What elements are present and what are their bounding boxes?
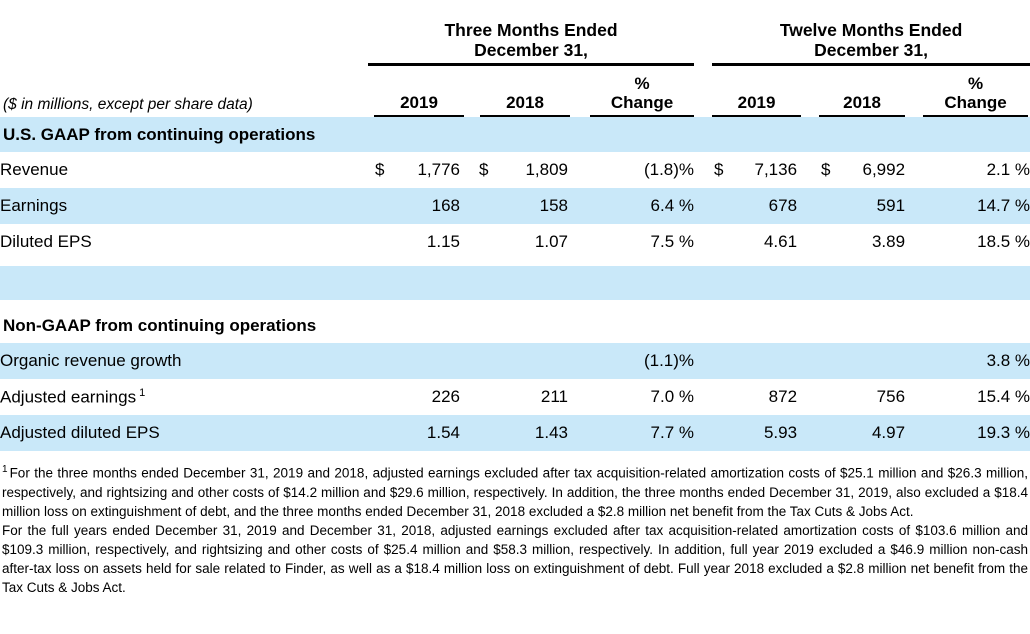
group-header-three-months-cell: Three Months Ended December 31, (360, 0, 695, 66)
col-header-12m-2019: 2019 (712, 93, 802, 117)
dollar-sign: $ (714, 160, 724, 180)
dollar-sign: $ (479, 160, 489, 180)
organic-growth-12m-pct-change: 3.8 % (909, 343, 1030, 379)
organic-growth-3m-2018 (464, 343, 572, 379)
pct-symbol: % (967, 73, 984, 93)
earnings-label: Earnings (0, 188, 360, 224)
table-row-earnings: Earnings 168 158 6.4 % 678 591 14.7 % (0, 188, 1030, 224)
change-label: Change (610, 93, 674, 113)
adjusted-diluted-eps-3m-pct-change: 7.7 % (572, 415, 695, 451)
gaap-section-title: U.S. GAAP from continuing operations (0, 117, 1030, 152)
spacer-row (0, 300, 1030, 309)
revenue-12m-pct-change: 2.1 % (986, 160, 1030, 180)
diluted-eps-12m-pct-change: 18.5 % (977, 232, 1030, 252)
organic-growth-label: Organic revenue growth (0, 343, 360, 379)
adjusted-diluted-eps-3m-2018: 1.43 (464, 415, 572, 451)
adjusted-earnings-3m-2019: 226 (431, 387, 460, 407)
table-row-gaap-section: U.S. GAAP from continuing operations (0, 117, 1030, 152)
earnings-12m-2019: 678 (694, 188, 802, 224)
three-months-line1: Three Months Ended (444, 20, 618, 40)
table-row-organic-revenue-growth: Organic revenue growth (1.1)% 3.8 % (0, 343, 1030, 379)
units-note: ($ in millions, except per share data) (3, 96, 253, 114)
adjusted-diluted-eps-3m-2019: 1.54 (360, 415, 464, 451)
three-months-line2: December 31, (474, 40, 588, 60)
footnotes-section: 1 For the three months ended December 31,… (0, 451, 1030, 597)
revenue-3m-2019: $1,776 (375, 160, 460, 180)
change-label: Change (944, 93, 1007, 113)
units-note-cell: ($ in millions, except per share data) (0, 66, 360, 117)
diluted-eps-label: Diluted EPS (0, 232, 92, 252)
diluted-eps-12m-2019: 4.61 (763, 232, 798, 252)
dollar-sign: $ (821, 160, 831, 180)
col-header-3m-pct-change: % Change (590, 73, 695, 117)
col-header-3m-2018: 2018 (480, 93, 570, 117)
diluted-eps-12m-2018: 3.89 (871, 232, 906, 252)
col-header-12m-2018-cell: 2018 (801, 66, 909, 117)
empty-corner-cell (0, 0, 360, 66)
dollar-sign: $ (375, 160, 385, 180)
col-header-12m-pct-change: % Change (923, 73, 1029, 117)
col-header-12m-pct-change-cell: % Change (909, 66, 1030, 117)
col-header-3m-2019-cell: 2019 (360, 66, 464, 117)
adjusted-earnings-12m-pct-change: 15.4 % (977, 387, 1030, 407)
revenue-3m-2018: $1,809 (479, 160, 568, 180)
table-row-revenue: Revenue $1,776 $1,809 (1.8)% $7,136 $6,9… (0, 152, 1030, 188)
adjusted-diluted-eps-12m-pct-change: 19.3 % (909, 415, 1030, 451)
revenue-12m-2019: $7,136 (714, 160, 798, 180)
col-header-3m-2019: 2019 (374, 93, 464, 117)
twelve-months-line2: December 31, (814, 40, 928, 60)
pct-symbol: % (634, 73, 650, 93)
adjusted-diluted-eps-12m-2019: 5.93 (694, 415, 802, 451)
earnings-3m-pct-change: 6.4 % (572, 188, 695, 224)
col-header-12m-2018: 2018 (819, 93, 906, 117)
adjusted-diluted-eps-label: Adjusted diluted EPS (0, 415, 360, 451)
footnote-paragraph-2: For the full years ended December 31, 20… (2, 522, 1028, 595)
col-header-3m-pct-change-cell: % Change (572, 66, 695, 117)
revenue-3m-pct-change: (1.8)% (643, 160, 695, 180)
diluted-eps-3m-2019: 1.15 (426, 232, 460, 252)
footnote-reference: 1 (139, 386, 146, 399)
group-header-twelve-months-cell: Twelve Months Ended December 31, (694, 0, 1030, 66)
revenue-12m-2018: $6,992 (821, 160, 906, 180)
group-header-twelve-months: Twelve Months Ended December 31, (712, 20, 1030, 66)
col-header-12m-2019-cell: 2019 (694, 66, 802, 117)
organic-growth-3m-pct-change: (1.1)% (572, 343, 695, 379)
adjusted-earnings-label: Adjusted earnings 1 (0, 386, 146, 407)
col-header-3m-2018-cell: 2018 (464, 66, 572, 117)
footnote-paragraph-1: 1 For the three months ended December 31,… (2, 464, 1028, 519)
earnings-12m-pct-change: 14.7 % (909, 188, 1030, 224)
twelve-months-line1: Twelve Months Ended (779, 20, 963, 40)
adjusted-earnings-3m-2018: 211 (540, 387, 568, 407)
table-row-nongaap-section: Non-GAAP from continuing operations (0, 309, 1030, 343)
adjusted-earnings-3m-pct-change: 7.0 % (650, 387, 695, 407)
nongaap-section-title: Non-GAAP from continuing operations (3, 316, 317, 336)
financial-results-table: Three Months Ended December 31, Twelve M… (0, 0, 1030, 451)
footnote-marker: 1 (2, 464, 8, 475)
organic-growth-12m-2018 (801, 343, 910, 379)
table-row-adjusted-diluted-eps: Adjusted diluted EPS 1.54 1.43 7.7 % 5.9… (0, 415, 1030, 451)
table-row-column-headers: ($ in millions, except per share data) 2… (0, 66, 1030, 117)
earnings-3m-2019: 168 (360, 188, 464, 224)
revenue-label: Revenue (0, 160, 69, 180)
organic-growth-12m-2019 (694, 343, 802, 379)
group-header-three-months: Three Months Ended December 31, (368, 20, 695, 66)
table-row-group-headers: Three Months Ended December 31, Twelve M… (0, 0, 1030, 66)
organic-growth-3m-2019 (360, 343, 464, 379)
blank-band-row (0, 266, 1030, 300)
diluted-eps-3m-2018: 1.07 (534, 232, 568, 252)
diluted-eps-3m-pct-change: 7.5 % (650, 232, 695, 252)
adjusted-diluted-eps-12m-2018: 4.97 (801, 415, 910, 451)
adjusted-earnings-12m-2018: 756 (876, 387, 906, 407)
earnings-3m-2018: 158 (464, 188, 572, 224)
earnings-12m-2018: 591 (801, 188, 910, 224)
table-row-diluted-eps: Diluted EPS 1.15 1.07 7.5 % 4.61 3.89 18… (0, 224, 1030, 260)
adjusted-earnings-12m-2019: 872 (768, 387, 798, 407)
table-row-adjusted-earnings: Adjusted earnings 1 226 211 7.0 % 872 756… (0, 379, 1030, 415)
